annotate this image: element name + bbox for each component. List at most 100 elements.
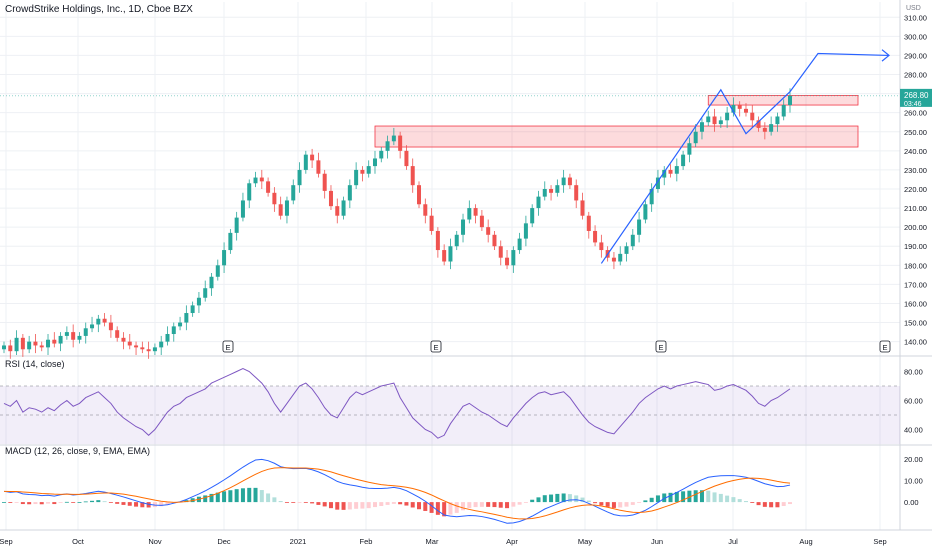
candle-body [454,234,459,247]
candle-body [762,127,767,132]
macd-histogram-bar [630,502,635,505]
macd-histogram-bar [655,495,660,503]
candle-body [699,122,704,132]
candle-body [316,160,321,174]
candle-body [624,246,629,254]
candle-body [737,105,742,109]
macd-histogram-bar [366,502,371,509]
candle-body [781,105,786,117]
macd-histogram-bar [567,494,572,503]
candle-body [442,250,447,262]
macd-histogram-bar [385,502,390,505]
macd-histogram-bar [247,487,252,503]
candle-body [115,330,120,338]
candle-body [542,188,547,197]
y-axis-label: 210.00 [904,204,927,213]
candle-body [530,208,535,224]
price-label-countdown: 03:46 [904,101,922,108]
macd-histogram-bar [146,502,151,508]
macd-histogram-bar [442,502,447,517]
candle-body [228,232,233,251]
candle-body [2,345,6,350]
macd-histogram-bar [599,502,604,506]
macd-histogram-bar [561,493,566,503]
macd-histogram-bar [687,490,692,503]
candle-body [278,204,283,216]
candle-body [96,318,101,325]
candle-body [718,120,723,125]
macd-histogram-bar [523,502,528,503]
price-label-bg [900,88,932,107]
candle-body [184,313,189,323]
macd-axis-label: 10.00 [904,477,923,486]
macd-histogram-bar [347,502,352,510]
earnings-marker-label: E [658,343,663,352]
y-axis-label: 250.00 [904,128,927,137]
candle-body [372,158,377,167]
candle-body [769,124,774,132]
candle-body [134,345,139,348]
candle-body [322,173,327,191]
macd-histogram-bar [291,502,296,503]
macd-histogram-bar [71,502,76,503]
macd-histogram-bar [215,492,220,503]
macd-histogram-bar [52,502,57,505]
macd-histogram-bar [574,495,579,503]
y-axis-label: 150.00 [904,319,927,328]
macd-histogram-bar [681,491,686,503]
macd-histogram-bar [165,502,170,505]
candle-body [593,230,598,243]
y-axis-label: 160.00 [904,299,927,308]
candle-body [555,185,560,193]
macd-histogram-bar [14,502,19,503]
macd-histogram-bar [611,502,616,508]
macd-histogram-bar [593,502,598,504]
macd-histogram-bar [775,502,780,508]
earnings-marker [430,340,442,353]
macd-histogram-bar [637,502,642,503]
candle-body [788,95,792,106]
candle-body [222,250,227,266]
macd-histogram-bar [769,502,774,508]
x-axis-label: Oct [72,537,85,546]
candle-body [272,192,277,205]
macd-histogram-bar [479,502,484,507]
candle-body [536,196,541,209]
candle-body [341,200,346,216]
macd-line [3,458,791,524]
macd-histogram-bar [46,502,51,504]
macd-histogram-bar [253,487,258,503]
macd-axis-label: 0.00 [904,498,919,507]
candle-body [681,154,686,167]
candle-body [178,322,183,327]
candle-body [668,169,673,174]
x-axis-label: Sep [873,537,886,546]
candle-body [655,177,660,189]
x-axis-label: Aug [799,537,812,546]
candle-body [611,257,616,262]
candle-body [385,141,390,151]
y-axis-label: 290.00 [904,51,927,60]
candle-body [498,246,503,258]
y-axis-label: 140.00 [904,338,927,347]
candle-body [567,177,572,186]
macd-histogram-bar [360,502,365,509]
candle-body [259,177,264,182]
candle-body [486,227,491,235]
macd-histogram-bar [152,502,157,508]
trend-line-drawing [600,52,890,264]
rsi-axis-label: 40.00 [904,426,923,435]
macd-histogram-bar [228,490,233,503]
macd-histogram-bar [624,502,629,507]
candle-body [712,116,717,125]
macd-histogram-bar [259,490,264,503]
macd-histogram-bar [461,502,466,511]
macd-histogram-bar [662,493,667,503]
rsi-title: RSI (14, close) [5,359,65,369]
macd-histogram-bar [316,502,321,505]
x-axis-label: May [578,537,592,546]
candle-body [398,135,403,151]
macd-histogram-bar [731,497,736,503]
